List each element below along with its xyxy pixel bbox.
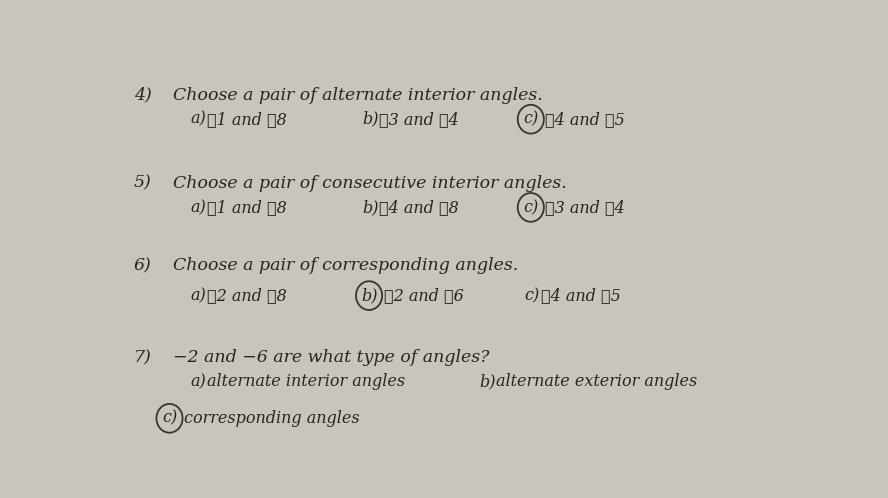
Text: alternate exterior angles: alternate exterior angles: [496, 374, 698, 390]
Text: 7): 7): [134, 349, 152, 366]
Text: ∡3 and ∡4: ∡3 and ∡4: [379, 111, 459, 127]
Text: b): b): [361, 287, 377, 304]
Text: ∡4 and ∡5: ∡4 and ∡5: [541, 287, 621, 304]
Text: Choose a pair of corresponding angles.: Choose a pair of corresponding angles.: [173, 257, 519, 274]
Text: c): c): [162, 410, 177, 427]
Text: ∡2 and ∡6: ∡2 and ∡6: [384, 287, 464, 304]
Text: a): a): [190, 374, 206, 390]
Text: corresponding angles: corresponding angles: [184, 410, 360, 427]
Text: ∡1 and ∡8: ∡1 and ∡8: [208, 199, 287, 216]
Text: alternate interior angles: alternate interior angles: [208, 374, 406, 390]
Text: a): a): [190, 199, 206, 216]
Text: −2 and −6 are what type of angles?: −2 and −6 are what type of angles?: [173, 349, 489, 366]
Text: b): b): [362, 199, 378, 216]
Text: c): c): [523, 111, 538, 127]
Text: 4): 4): [134, 87, 152, 104]
Text: 5): 5): [134, 175, 152, 192]
Text: a): a): [190, 111, 206, 127]
Text: c): c): [523, 199, 538, 216]
Text: Choose a pair of alternate interior angles.: Choose a pair of alternate interior angl…: [173, 87, 543, 104]
Text: b): b): [362, 111, 378, 127]
Text: ∡4 and ∡8: ∡4 and ∡8: [379, 199, 459, 216]
Text: Choose a pair of consecutive interior angles.: Choose a pair of consecutive interior an…: [173, 175, 567, 192]
Text: ∡1 and ∡8: ∡1 and ∡8: [208, 111, 287, 127]
Text: 6): 6): [134, 257, 152, 274]
Text: ∡2 and ∡8: ∡2 and ∡8: [208, 287, 287, 304]
Text: b): b): [480, 374, 496, 390]
Text: ∡3 and ∡4: ∡3 and ∡4: [545, 199, 625, 216]
Text: ∡4 and ∡5: ∡4 and ∡5: [545, 111, 625, 127]
Text: a): a): [190, 287, 206, 304]
Text: c): c): [524, 287, 539, 304]
